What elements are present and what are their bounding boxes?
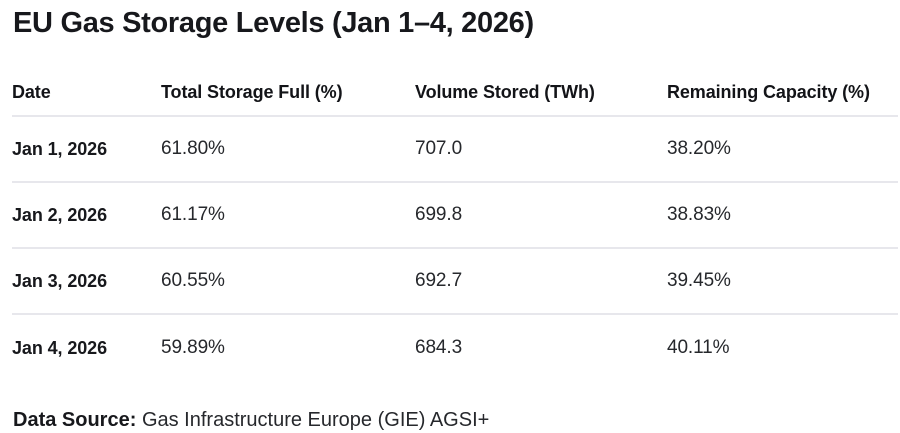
column-header-total-storage-full: Total Storage Full (%) (161, 82, 343, 102)
total-storage-full-cell: 59.89% (161, 337, 225, 358)
table-header-row: Date Total Storage Full (%) Volume Store… (12, 70, 898, 117)
volume-stored-cell: 707.0 (415, 138, 463, 159)
table-row: Jan 1, 2026 61.80% 707.0 38.20% (12, 117, 898, 183)
total-storage-full-cell: 61.17% (161, 204, 225, 225)
remaining-capacity-cell: 40.11% (667, 337, 730, 358)
total-storage-full-cell: 61.80% (161, 138, 225, 159)
volume-stored-cell: 699.8 (415, 204, 463, 225)
page-title: EU Gas Storage Levels (Jan 1–4, 2026) (13, 7, 534, 39)
remaining-capacity-cell: 39.45% (667, 270, 731, 291)
data-source-note: Data Source: Gas Infrastructure Europe (… (12, 408, 898, 432)
gas-storage-table: Date Total Storage Full (%) Volume Store… (12, 70, 898, 381)
date-cell: Jan 2, 2026 (12, 204, 107, 225)
data-source-label: Data Source: (13, 409, 137, 431)
table-row: Jan 3, 2026 60.55% 692.7 39.45% (12, 249, 898, 315)
column-header-date: Date (12, 82, 51, 102)
table-row: Jan 4, 2026 59.89% 684.3 40.11% (12, 315, 898, 381)
date-cell: Jan 1, 2026 (12, 138, 107, 159)
volume-stored-cell: 692.7 (415, 270, 463, 291)
table-row: Jan 2, 2026 61.17% 699.8 38.83% (12, 183, 898, 249)
date-cell: Jan 4, 2026 (12, 337, 107, 358)
remaining-capacity-cell: 38.20% (667, 138, 731, 159)
data-source-value: Gas Infrastructure Europe (GIE) AGSI+ (141, 409, 490, 431)
column-header-remaining-capacity: Remaining Capacity (%) (667, 82, 870, 102)
volume-stored-cell: 684.3 (415, 337, 463, 358)
date-cell: Jan 3, 2026 (12, 270, 107, 291)
remaining-capacity-cell: 38.83% (667, 204, 731, 225)
column-header-volume-stored: Volume Stored (TWh) (415, 82, 595, 102)
total-storage-full-cell: 60.55% (161, 270, 225, 291)
